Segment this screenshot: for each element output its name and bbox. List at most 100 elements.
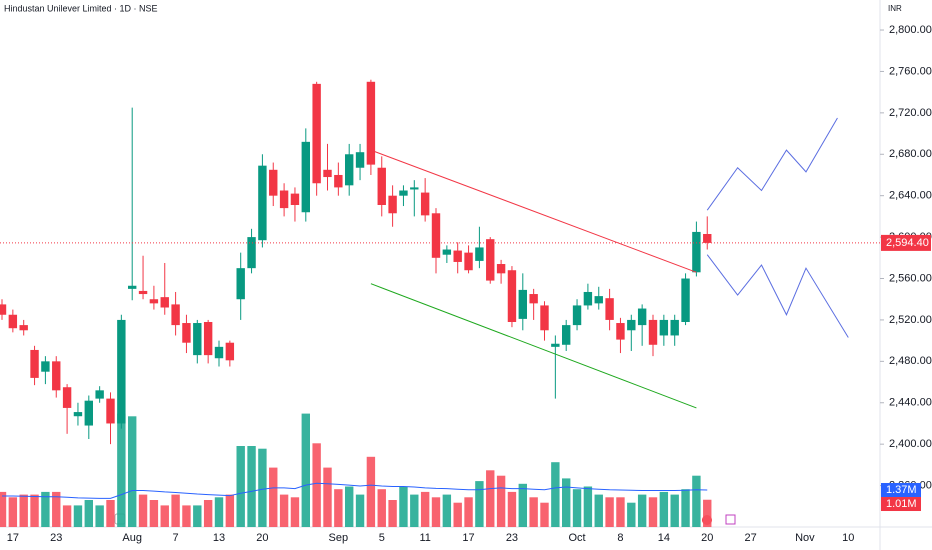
volume-bar <box>41 491 50 527</box>
volume-bar <box>95 505 104 527</box>
x-tick-label: 27 <box>745 532 757 544</box>
volume-bar <box>518 483 527 527</box>
candle-body <box>551 343 560 347</box>
candle-body <box>0 304 7 315</box>
candle-body <box>160 297 169 308</box>
volume-bar <box>627 502 636 527</box>
volume-bar <box>594 494 603 527</box>
volume-bar <box>0 491 7 527</box>
volume-bar <box>290 497 300 527</box>
volume-bar <box>551 462 560 527</box>
candle-body <box>269 169 278 196</box>
x-tick-label: Sep <box>329 532 349 544</box>
volume-bar <box>681 489 690 527</box>
volume-bar <box>648 497 658 527</box>
candle-body <box>648 319 658 345</box>
candle-body <box>290 193 300 206</box>
volume-bar <box>703 499 712 527</box>
volume-bar <box>84 500 93 527</box>
volume-ma-line <box>2 482 708 499</box>
x-tick-label: 17 <box>7 532 19 544</box>
candle-body <box>355 152 365 168</box>
candle-body <box>583 291 593 306</box>
volume-bar <box>149 500 159 527</box>
x-tick-label: Oct <box>568 532 585 544</box>
candle-body <box>518 289 527 319</box>
candle-body <box>128 285 137 289</box>
candle-body <box>171 304 180 326</box>
candle-body <box>529 294 538 304</box>
x-tick-label: 17 <box>462 532 474 544</box>
volume-bar <box>301 413 310 527</box>
candle-body <box>312 83 321 184</box>
candle-body <box>605 298 614 320</box>
volume-bar <box>73 505 83 527</box>
candle-body <box>681 278 690 322</box>
y-tick-label: 2,520.00 <box>889 314 932 326</box>
y-tick-label: 2,640.00 <box>889 190 932 202</box>
candle-body <box>486 239 495 281</box>
volume-bar <box>236 446 245 527</box>
y-tick-label: 2,400.00 <box>889 438 932 450</box>
y-tick-label: 2,680.00 <box>889 148 932 160</box>
candle-body <box>366 81 376 165</box>
candle-body <box>388 195 397 214</box>
candle-body <box>214 346 224 359</box>
volume-last-label: 1.01M <box>886 498 917 510</box>
x-tick-label: 11 <box>419 532 430 544</box>
candle-body <box>279 190 289 209</box>
earnings-icon <box>725 514 736 525</box>
y-tick-label: 2,760.00 <box>889 65 932 77</box>
candle-body <box>193 323 202 356</box>
volume-ma-box <box>881 483 921 498</box>
x-tick-label: 8 <box>617 532 623 544</box>
volume-bar <box>692 475 701 527</box>
x-tick-label: 23 <box>50 532 62 544</box>
candle-body <box>410 187 419 190</box>
volume-bar <box>106 500 115 527</box>
candle-body <box>377 167 386 206</box>
volume-bar <box>355 494 365 527</box>
candle-body <box>670 319 679 336</box>
candle-body <box>345 154 354 186</box>
candle-body <box>399 190 408 196</box>
candle-body <box>334 174 343 188</box>
volume-bar <box>572 489 582 527</box>
y-tick-label: 2,720.00 <box>889 107 932 119</box>
candle-body <box>106 398 115 424</box>
x-tick-label: 20 <box>701 532 713 544</box>
volume-bar <box>193 505 202 527</box>
volume-bar <box>442 494 452 527</box>
volume-bar <box>8 497 18 527</box>
y-tick-label: 2,440.00 <box>889 397 932 409</box>
candle-body <box>496 264 506 274</box>
candle-body <box>562 325 571 345</box>
chart-title: Hindustan Unilever Limited · 1D · NSE <box>4 3 158 13</box>
volume-bar <box>486 470 495 527</box>
currency: INR <box>888 4 902 13</box>
volume-bar <box>410 494 419 527</box>
candle-body <box>431 213 441 258</box>
candle-body <box>73 412 83 417</box>
volume-bar <box>214 497 224 527</box>
candle-body <box>507 270 517 322</box>
volume-bar <box>138 494 148 527</box>
volume-bar <box>388 500 397 527</box>
volume-bar <box>30 494 39 527</box>
volume-bar <box>225 494 235 527</box>
candle-body <box>117 319 126 424</box>
candle-body <box>138 290 148 295</box>
candle-body <box>475 247 484 261</box>
volume-bar <box>345 486 354 527</box>
volume-bar <box>19 494 28 527</box>
candle-body <box>182 323 191 343</box>
candle-body <box>247 237 256 269</box>
candle-body <box>453 250 462 262</box>
x-tick-label: 14 <box>658 532 670 544</box>
volume-bar <box>334 489 343 527</box>
volume-bar <box>366 456 376 527</box>
volume-bar <box>637 494 647 527</box>
candle-body <box>301 141 310 213</box>
volume-bar <box>377 489 386 527</box>
